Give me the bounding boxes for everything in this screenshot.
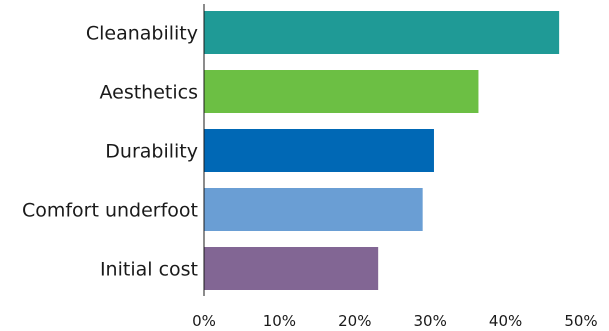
category-label: Cleanability xyxy=(86,23,198,45)
bars-group xyxy=(204,11,560,290)
category-label: Initial cost xyxy=(100,259,198,281)
category-label: Durability xyxy=(105,141,198,163)
x-tick-label: 0% xyxy=(192,312,216,330)
bar-cleanability xyxy=(204,11,560,54)
x-axis-ticks: 0% 10% 20% 30% 40% 50% xyxy=(192,312,598,330)
x-tick-label: 10% xyxy=(263,312,296,330)
bar-comfort-underfoot xyxy=(204,188,423,231)
bar-aesthetics xyxy=(204,70,479,113)
category-labels: Cleanability Aesthetics Durability Comfort … xyxy=(22,23,198,281)
category-label: Comfort underfoot xyxy=(22,200,198,222)
bar-durability xyxy=(204,129,434,172)
category-label: Aesthetics xyxy=(99,82,198,104)
bar-initial-cost xyxy=(204,247,379,290)
x-tick-label: 30% xyxy=(414,312,447,330)
x-tick-label: 20% xyxy=(338,312,371,330)
x-tick-label: 50% xyxy=(564,312,597,330)
x-tick-label: 40% xyxy=(489,312,522,330)
